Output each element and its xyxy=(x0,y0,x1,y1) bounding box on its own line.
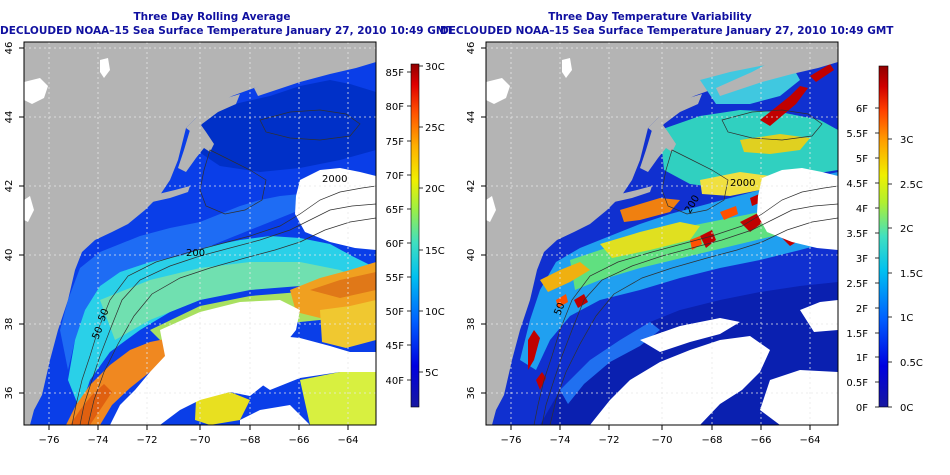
right-lon-tick: −74 xyxy=(549,435,570,446)
right-lat-tick: 42 xyxy=(466,180,477,193)
right-lon-tick: −76 xyxy=(500,435,521,446)
right-colorbar-c-label: 1.5C xyxy=(900,269,923,280)
right-colorbar-c-ticks xyxy=(888,138,892,408)
left-lon-tick: −66 xyxy=(288,435,309,446)
left-colorbar-f-label: 60F xyxy=(386,239,405,250)
left-title: Three Day Rolling Average xyxy=(133,11,291,23)
right-colorbar-f-label: 1.5F xyxy=(846,329,868,340)
left-subtitle: DECLOUDED NOAA–15 Sea Surface Temperatur… xyxy=(0,25,454,37)
left-contour-label-200: 200 xyxy=(186,248,205,259)
left-lon-tick: −64 xyxy=(337,435,358,446)
left-y-axis xyxy=(19,47,24,394)
left-colorbar-c-label: 30C xyxy=(425,62,445,73)
left-gridlines xyxy=(24,42,376,425)
left-lat-tick: 46 xyxy=(4,42,15,55)
left-contour-label-50b: 50 xyxy=(97,307,112,323)
left-lon-tick: −68 xyxy=(239,435,260,446)
left-contour-label-50a: 50 xyxy=(91,325,106,341)
right-lat-tick: 36 xyxy=(466,387,477,400)
left-lat-tick: 38 xyxy=(4,318,15,331)
left-map xyxy=(24,42,376,425)
right-colorbar-c-label: 2.5C xyxy=(900,180,923,191)
left-colorbar-f-label: 45F xyxy=(386,341,405,352)
right-colorbar-f-label: 6F xyxy=(856,104,868,115)
right-lat-tick: 46 xyxy=(466,42,477,55)
right-colorbar-f-label: 4F xyxy=(856,204,868,215)
right-colorbar-c-label: 1C xyxy=(900,313,913,324)
right-contour-label-50: 50 xyxy=(553,301,568,317)
left-lat-tick: 42 xyxy=(4,180,15,193)
left-lat-tick: 36 xyxy=(4,387,15,400)
right-colorbar-f-label: 2F xyxy=(856,304,868,315)
right-colorbar-f-label: 2.5F xyxy=(846,279,868,290)
left-x-axis xyxy=(48,425,349,430)
right-lat-tick: 44 xyxy=(466,111,477,124)
right-colorbar xyxy=(878,65,889,408)
right-colorbar-f-label: 0.5F xyxy=(846,378,868,389)
right-colorbar-f-label: 4.5F xyxy=(846,179,868,190)
right-colorbar-c-label: 0.5C xyxy=(900,358,923,369)
right-lon-tick: −72 xyxy=(598,435,619,446)
right-gridlines xyxy=(486,42,838,425)
left-colorbar-c-label: 5C xyxy=(425,368,438,379)
right-colorbar-f-label: 3F xyxy=(856,254,868,265)
left-colorbar-c-label: 20C xyxy=(425,184,445,195)
left-colorbar-c-label: 25C xyxy=(425,123,445,134)
right-y-axis xyxy=(481,47,486,394)
right-colorbar-f-label: 5.5F xyxy=(846,129,868,140)
right-contour-label-2000: 2000 xyxy=(730,178,755,189)
right-colorbar-f-ticks xyxy=(875,107,879,408)
left-lat-tick: 44 xyxy=(4,111,15,124)
right-subtitle: DECLOUDED NOAA–15 Sea Surface Temperatur… xyxy=(440,25,894,37)
left-colorbar-f-label: 50F xyxy=(386,307,405,318)
left-colorbar-f-label: 70F xyxy=(386,171,405,182)
left-colorbar-f-label: 55F xyxy=(386,273,405,284)
right-lon-tick: −68 xyxy=(701,435,722,446)
right-contours xyxy=(533,109,838,425)
right-colorbar-f-label: 5F xyxy=(856,154,868,165)
left-colorbar-f-label: 40F xyxy=(386,376,405,387)
left-colorbar-c-ticks xyxy=(419,65,423,373)
left-colorbar-f-label: 85F xyxy=(386,68,405,79)
left-colorbar-c-label: 15C xyxy=(425,246,445,257)
right-lat-tick: 38 xyxy=(466,318,477,331)
left-colorbar-f-label: 80F xyxy=(386,102,405,113)
right-map xyxy=(486,42,838,425)
left-colorbar-f-ticks xyxy=(407,71,411,381)
right-colorbar-c-label: 3C xyxy=(900,135,913,146)
left-lon-tick: −72 xyxy=(136,435,157,446)
right-colorbar-f-label: 1F xyxy=(856,353,868,364)
left-colorbar-f-label: 75F xyxy=(386,137,405,148)
right-title: Three Day Temperature Variability xyxy=(548,11,752,23)
right-lon-tick: −64 xyxy=(799,435,820,446)
right-colorbar-f-label: 3.5F xyxy=(846,229,868,240)
left-lon-tick: −74 xyxy=(87,435,108,446)
right-colorbar-f-label: 0F xyxy=(856,403,868,414)
left-lon-tick: −76 xyxy=(38,435,59,446)
right-colorbar-c-label: 0C xyxy=(900,403,913,414)
right-colorbar-c-label: 2C xyxy=(900,224,913,235)
left-colorbar-f-label: 65F xyxy=(386,205,405,216)
right-x-axis xyxy=(510,425,811,430)
left-contours xyxy=(71,109,376,425)
left-colorbar-c-label: 10C xyxy=(425,307,445,318)
left-contour-label-2000: 2000 xyxy=(322,174,347,185)
left-lat-tick: 40 xyxy=(4,249,15,262)
right-lon-tick: −70 xyxy=(651,435,672,446)
right-lat-tick: 40 xyxy=(466,249,477,262)
left-colorbar xyxy=(410,63,420,408)
left-lon-tick: −70 xyxy=(189,435,210,446)
right-lon-tick: −66 xyxy=(750,435,771,446)
